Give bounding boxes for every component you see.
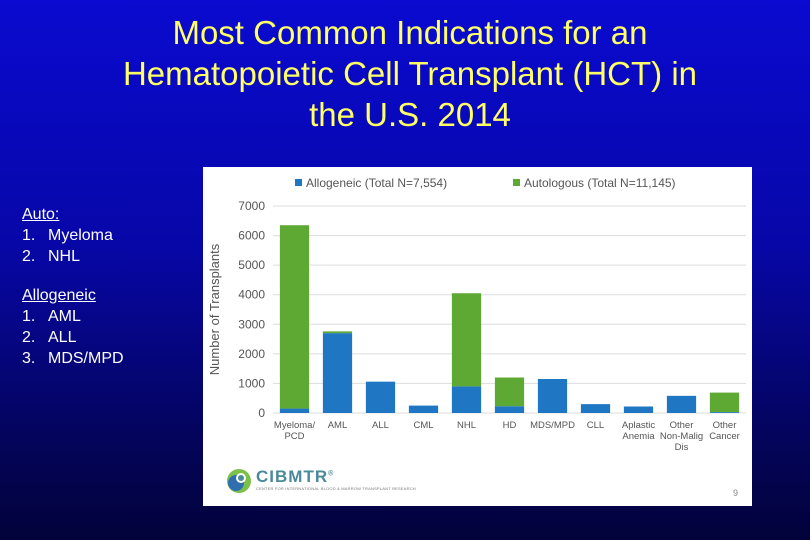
list-item: 2. NHL — [22, 246, 124, 267]
x-tick-label: MDS/MPD — [530, 420, 575, 431]
bar-allogeneic — [623, 406, 654, 413]
list-item-text: NHL — [48, 248, 81, 265]
cibmtr-logo-mark-icon — [227, 469, 251, 493]
x-tick-label: Anemia — [622, 431, 655, 442]
bar-autologous — [494, 377, 525, 407]
list-item-number: 3. — [22, 350, 36, 367]
y-tick-label: 3000 — [238, 317, 265, 331]
cibmtr-logo: CIBMTR® CENTER FOR INTERNATIONAL BLOOD &… — [225, 465, 416, 497]
x-tick-label: ALL — [372, 420, 389, 431]
y-tick-label: 2000 — [238, 347, 265, 361]
x-tick-label: CLL — [587, 420, 604, 431]
legend-entry: Autologous (Total N=11,145) — [524, 176, 676, 190]
bar-autologous — [451, 293, 482, 387]
x-tick-label: HD — [503, 420, 517, 431]
cibmtr-logo-text: CIBMTR® — [256, 467, 334, 487]
x-tick-label: Myeloma/ — [274, 420, 316, 431]
chart-panel: 0 1000 2000 3000 4000 5000 6000 7000 Number of T… — [203, 167, 752, 506]
x-tick-label: AML — [328, 420, 348, 431]
bar-allogeneic — [451, 386, 482, 413]
bar-allogeneic — [279, 408, 310, 413]
x-tick-label: Other — [713, 420, 737, 431]
slide-title-line: the U.S. 2014 — [309, 96, 511, 133]
bar-allogeneic — [580, 404, 611, 413]
y-tick-label: 4000 — [238, 288, 265, 302]
list-item: 3. MDS/MPD — [22, 348, 124, 369]
page-number: 9 — [732, 488, 738, 498]
list-item-text: Myeloma — [48, 227, 113, 244]
allogeneic-heading: Allogeneic — [22, 287, 96, 304]
x-tick-label: Aplastic — [622, 420, 656, 431]
list-item: 2. ALL — [22, 327, 124, 348]
x-tick-label: CML — [413, 420, 433, 431]
x-tick-label: PCD — [284, 431, 304, 442]
y-tick-label: 1000 — [238, 376, 265, 390]
slide-title: Most Common Indications for an Hematopoi… — [40, 12, 780, 135]
list-item-text: ALL — [48, 329, 77, 346]
bar-allogeneic — [537, 378, 568, 413]
x-tick-label: NHL — [457, 420, 476, 431]
slide-title-line: Most Common Indications for an — [172, 14, 648, 51]
auto-heading: Auto: — [22, 206, 60, 223]
y-axis-label: Number of Transplants — [207, 243, 222, 375]
indication-list: Auto: 1. Myeloma 2. NHL Allogeneic 1. AML 2… — [22, 204, 124, 387]
x-tick-label: Dis — [675, 442, 689, 453]
legend-entry: Allogeneic (Total N=7,554) — [306, 176, 447, 190]
x-tick-label: Other — [670, 420, 694, 431]
list-item-number: 1. — [22, 308, 36, 325]
y-tick-label: 5000 — [238, 258, 265, 272]
auto-group: Auto: 1. Myeloma 2. NHL — [22, 204, 124, 267]
legend-swatch — [513, 179, 520, 186]
stacked-bar-chart: 0 1000 2000 3000 4000 5000 6000 7000 Number of T… — [207, 176, 746, 453]
y-tick-label: 0 — [258, 406, 265, 420]
legend-swatch — [295, 179, 302, 186]
bar-allogeneic — [322, 333, 353, 413]
y-tick-label: 6000 — [238, 229, 265, 243]
list-item-number: 2. — [22, 329, 36, 346]
list-item-number: 1. — [22, 227, 36, 244]
bar-autologous — [322, 331, 353, 334]
list-item-text: MDS/MPD — [48, 350, 124, 367]
bar-autologous — [709, 392, 740, 413]
x-tick-label: Cancer — [709, 431, 740, 442]
logo-trademark: ® — [328, 470, 335, 478]
bar-allogeneic — [408, 405, 439, 413]
list-item: 1. AML — [22, 306, 124, 327]
logo-name: CIBMTR — [256, 467, 329, 486]
bar-allogeneic — [494, 406, 525, 413]
list-item-text: AML — [48, 308, 81, 325]
x-tick-label: Non-Malig — [660, 431, 703, 442]
allogeneic-group: Allogeneic 1. AML 2. ALL 3. MDS/MPD — [22, 285, 124, 369]
bar-allogeneic — [365, 381, 396, 413]
bar-allogeneic — [709, 412, 740, 413]
list-item: 1. Myeloma — [22, 225, 124, 246]
bar-autologous — [279, 225, 310, 409]
slide-title-line: Hematopoietic Cell Transplant (HCT) in — [122, 55, 698, 92]
bar-allogeneic — [666, 395, 697, 413]
y-tick-label: 7000 — [238, 199, 265, 213]
cibmtr-logo-subtitle: CENTER FOR INTERNATIONAL BLOOD & MARROW … — [256, 486, 416, 491]
list-item-number: 2. — [22, 248, 36, 265]
